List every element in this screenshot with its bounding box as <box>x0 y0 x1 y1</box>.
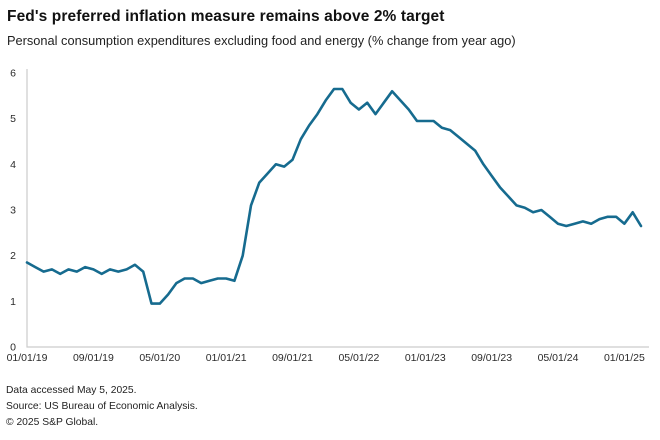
y-axis-tick-label: 0 <box>10 342 16 354</box>
chart-title: Fed's preferred inflation measure remain… <box>7 8 445 25</box>
x-axis: 01/01/19 09/01/19 05/01/20 01/01/21 09/01/21… <box>7 352 645 364</box>
x-axis-tick-label: 01/01/19 <box>7 352 48 364</box>
y-axis-tick-label: 1 <box>10 296 16 308</box>
x-axis-tick-label: 01/01/23 <box>405 352 446 364</box>
x-axis-tick-label: 05/01/20 <box>139 352 180 364</box>
y-axis-tick-label: 4 <box>10 159 16 171</box>
line-chart: 0 1 2 3 4 5 6 01/01/19 09/01/19 05/01/20 01/01/21… <box>7 68 649 364</box>
y-axis-tick-label: 6 <box>10 68 16 80</box>
y-axis: 0 1 2 3 4 5 6 <box>10 68 16 354</box>
chart-subtitle: Personal consumption expenditures exclud… <box>7 33 516 48</box>
y-axis-tick-label: 3 <box>10 205 16 217</box>
axes-lines <box>26 69 649 348</box>
x-axis-tick-label: 05/01/24 <box>538 352 579 364</box>
x-axis-tick-label: 05/01/22 <box>338 352 379 364</box>
y-axis-tick-label: 2 <box>10 250 16 262</box>
footer-copyright: © 2025 S&P Global. <box>6 417 99 428</box>
footer-data-accessed: Data accessed May 5, 2025. <box>6 385 137 396</box>
x-axis-tick-label: 01/01/21 <box>206 352 247 364</box>
core-pce-series-line <box>25 87 643 305</box>
x-axis-tick-label: 01/01/25 <box>604 352 645 364</box>
footer-source: Source: US Bureau of Economic Analysis. <box>6 401 198 412</box>
x-axis-tick-label: 09/01/23 <box>471 352 512 364</box>
x-axis-tick-label: 09/01/21 <box>272 352 313 364</box>
y-axis-tick-label: 5 <box>10 113 16 125</box>
chart-footer: Data accessed May 5, 2025. Source: US Bu… <box>6 383 198 431</box>
x-axis-tick-label: 09/01/19 <box>73 352 114 364</box>
